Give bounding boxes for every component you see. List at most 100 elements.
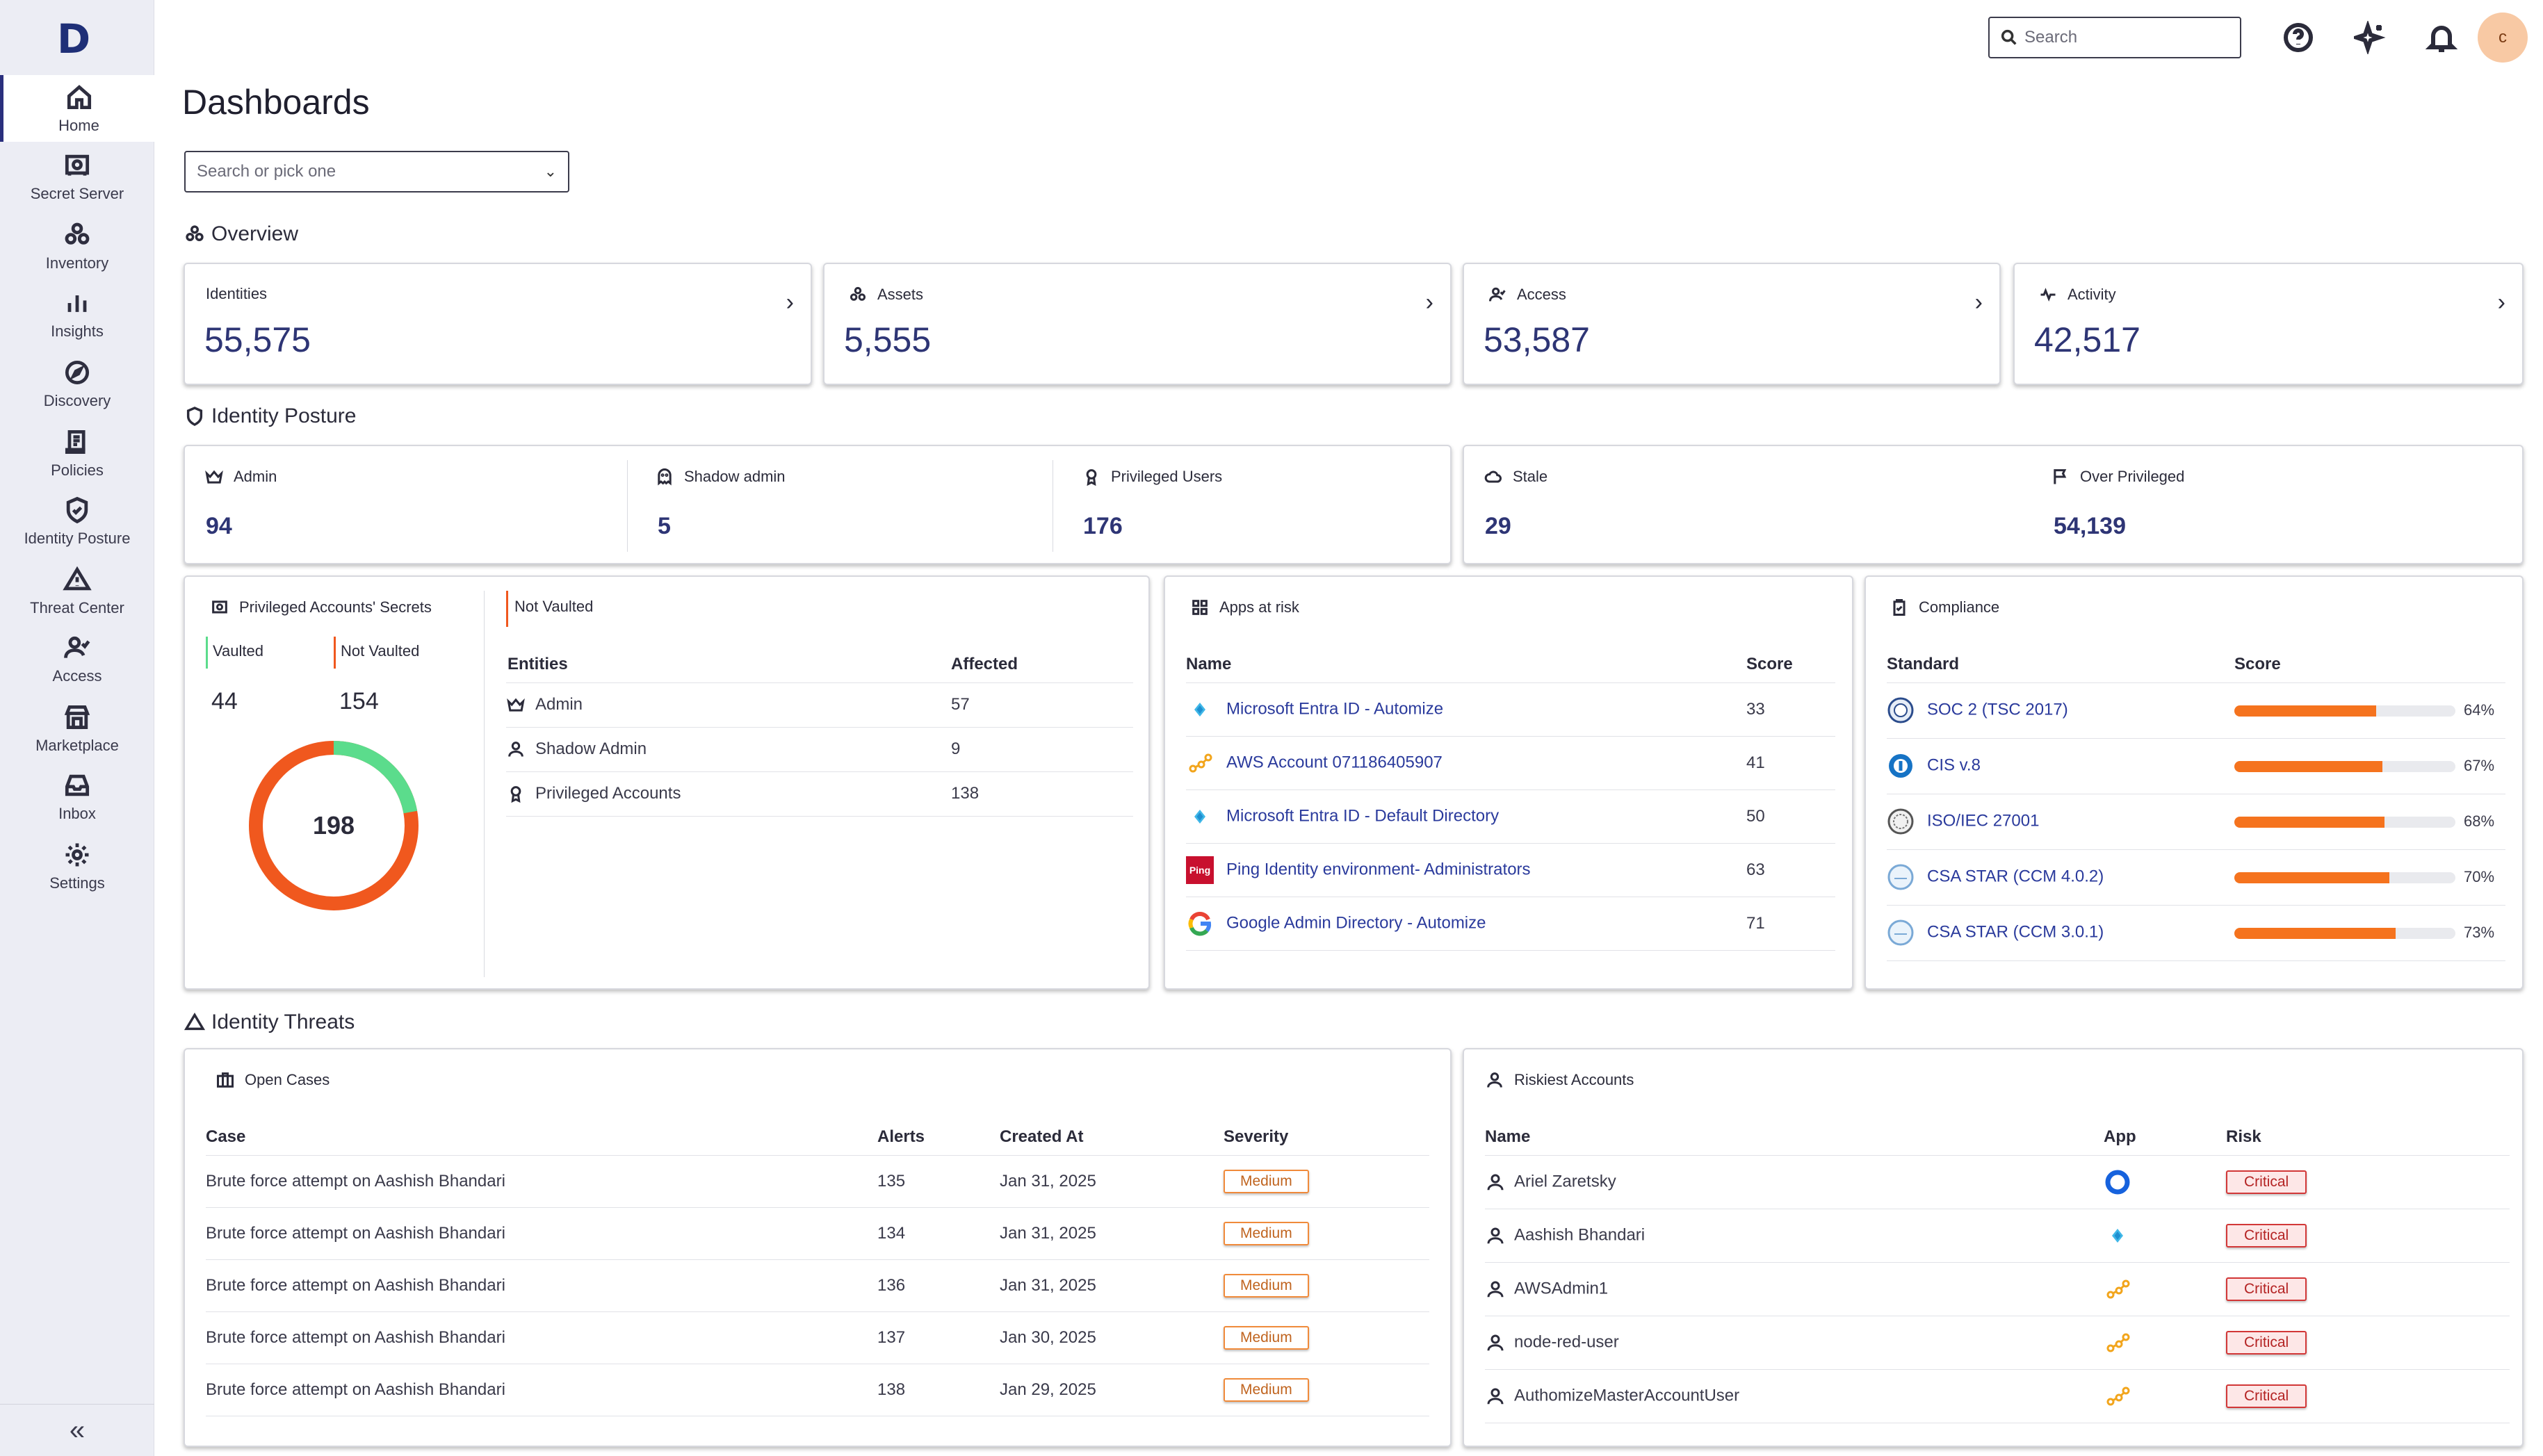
account-name[interactable]: node-red-user <box>1514 1332 1619 1351</box>
table-row[interactable]: Microsoft Entra ID - Default Directory 5… <box>1186 789 1835 843</box>
identities-card[interactable]: Identities › 55,575 <box>184 263 812 385</box>
table-row[interactable]: Brute force attempt on Aashish Bhandari 1… <box>206 1259 1429 1311</box>
account-name[interactable]: AuthomizeMasterAccountUser <box>1514 1385 1740 1405</box>
case-name[interactable]: Brute force attempt on Aashish Bhandari <box>206 1206 877 1259</box>
standard-name[interactable]: SOC 2 (TSC 2017) <box>1927 700 2068 719</box>
col-entities[interactable]: Entities <box>507 654 568 673</box>
help-icon[interactable] <box>2282 21 2315 54</box>
posture-label: Stale <box>1513 468 1548 485</box>
posture-over-privileged[interactable]: Over Privileged <box>2051 467 2184 486</box>
affected-count[interactable]: 57 <box>951 682 1133 727</box>
dashboard-picker[interactable]: Search or pick one ⌄ <box>184 151 569 193</box>
table-row[interactable]: Brute force attempt on Aashish Bhandari 1… <box>206 1363 1429 1416</box>
risk-badge: Critical <box>2226 1277 2307 1301</box>
standard-name[interactable]: CSA STAR (CCM 4.0.2) <box>1927 867 2104 886</box>
table-row[interactable]: CSA STAR (CCM 3.0.1) 73% <box>1887 904 2505 961</box>
nav-policies[interactable]: Policies <box>0 420 154 486</box>
table-row[interactable]: SOC 2 (TSC 2017) 64% <box>1887 682 2505 738</box>
col-app[interactable]: App <box>2104 1127 2136 1146</box>
table-row[interactable]: AuthomizeMasterAccountUser Critical <box>1485 1368 2510 1423</box>
nav-identity-posture[interactable]: Identity Posture <box>0 488 154 555</box>
nav-inventory[interactable]: Inventory <box>0 213 154 279</box>
not-vaulted-label[interactable]: Not Vaulted <box>341 642 420 660</box>
table-row[interactable]: Privileged Accounts 138 <box>506 771 1133 817</box>
col-score[interactable]: Score <box>2234 654 2281 673</box>
table-row[interactable]: AWSAdmin1 Critical <box>1485 1261 2510 1316</box>
posture-privileged-users[interactable]: Privileged Users <box>1082 467 1222 486</box>
col-score[interactable]: Score <box>1746 654 1793 673</box>
posture-shadow-admin[interactable]: Shadow admin <box>655 467 786 486</box>
account-name[interactable]: AWSAdmin1 <box>1514 1278 1609 1298</box>
app-name[interactable]: Ping Identity environment- Administrator… <box>1226 859 1531 878</box>
account-name[interactable]: Aashish Bhandari <box>1514 1225 1646 1244</box>
bell-icon[interactable] <box>2425 21 2458 54</box>
sparkle-icon[interactable] <box>2350 19 2387 56</box>
nav-secret-server[interactable]: Secret Server <box>0 143 154 210</box>
table-row[interactable]: Aashish Bhandari Critical <box>1485 1208 2510 1262</box>
activity-card[interactable]: Activity › 42,517 <box>2013 263 2524 385</box>
app-name[interactable]: AWS Account 071186405907 <box>1226 752 1443 771</box>
case-name[interactable]: Brute force attempt on Aashish Bhandari <box>206 1311 877 1364</box>
case-name[interactable]: Brute force attempt on Aashish Bhandari <box>206 1363 877 1416</box>
apps-at-risk-card: Apps at risk Name Score Microsoft Entra … <box>1164 575 1853 990</box>
threats-title: Identity Threats <box>211 1011 355 1033</box>
access-card[interactable]: Access › 53,587 <box>1463 263 2001 385</box>
nav-insights[interactable]: Insights <box>0 281 154 347</box>
affected-count[interactable]: 9 <box>951 726 1133 771</box>
col-created-at[interactable]: Created At <box>1000 1127 1084 1146</box>
table-row[interactable]: Admin 57 <box>506 682 1133 727</box>
nav-label: Identity Posture <box>24 530 131 547</box>
search-placeholder: Search <box>2024 28 2078 47</box>
app-name[interactable]: Microsoft Entra ID - Automize <box>1226 698 1444 718</box>
donut-vaulted-arc[interactable] <box>249 741 419 910</box>
nav-inbox[interactable]: Inbox <box>0 763 154 830</box>
nav-marketplace[interactable]: Marketplace <box>0 695 154 762</box>
assets-card[interactable]: Assets › 5,555 <box>823 263 1452 385</box>
col-case[interactable]: Case <box>206 1127 246 1146</box>
affected-count[interactable]: 138 <box>951 771 1133 817</box>
col-severity[interactable]: Severity <box>1224 1127 1289 1146</box>
table-row[interactable]: Brute force attempt on Aashish Bhandari 1… <box>206 1206 1429 1259</box>
cloud-icon <box>1484 471 1502 483</box>
app-logo[interactable]: D <box>57 15 91 63</box>
table-row[interactable]: Ariel Zaretsky Critical <box>1485 1154 2510 1209</box>
nav-discovery[interactable]: Discovery <box>0 350 154 417</box>
nav-threat-center[interactable]: Threat Center <box>0 557 154 624</box>
posture-stale[interactable]: Stale <box>1484 467 1547 486</box>
nav-home[interactable]: Home <box>0 75 154 142</box>
vaulted-label[interactable]: Vaulted <box>213 642 263 660</box>
col-alerts[interactable]: Alerts <box>877 1127 925 1146</box>
table-row[interactable]: Google Admin Directory - Automize 71 <box>1186 896 1835 951</box>
table-row[interactable]: node-red-user Critical <box>1485 1315 2510 1369</box>
table-row[interactable]: CSA STAR (CCM 4.0.2) 70% <box>1887 849 2505 905</box>
nav-access[interactable]: Access <box>0 625 154 692</box>
table-row[interactable]: Ping Ping Identity environment- Administr… <box>1186 842 1835 897</box>
col-affected[interactable]: Affected <box>951 654 1018 673</box>
secrets-donut-chart[interactable]: 198 <box>243 735 424 916</box>
col-name[interactable]: Name <box>1186 654 1232 673</box>
standard-name[interactable]: CIS v.8 <box>1927 755 1981 775</box>
app-name[interactable]: Google Admin Directory - Automize <box>1226 913 1486 932</box>
col-standard[interactable]: Standard <box>1887 654 1960 673</box>
table-row[interactable]: Brute force attempt on Aashish Bhandari 1… <box>206 1311 1429 1364</box>
case-name[interactable]: Brute force attempt on Aashish Bhandari <box>206 1154 877 1207</box>
table-row[interactable]: AWS Account 071186405907 41 <box>1186 735 1835 790</box>
collapse-sidebar-button[interactable]: « <box>0 1404 154 1456</box>
global-search-input[interactable]: Search <box>1988 17 2241 58</box>
table-row[interactable]: ISO/IEC 27001 68% <box>1887 793 2505 849</box>
nav-settings[interactable]: Settings <box>0 833 154 899</box>
user-avatar[interactable]: c <box>2478 13 2528 63</box>
table-row[interactable]: Shadow Admin 9 <box>506 726 1133 771</box>
table-row[interactable]: CIS v.8 67% <box>1887 737 2505 794</box>
standard-name[interactable]: CSA STAR (CCM 3.0.1) <box>1927 922 2104 942</box>
case-name[interactable]: Brute force attempt on Aashish Bhandari <box>206 1259 877 1311</box>
col-name[interactable]: Name <box>1485 1127 1531 1146</box>
table-row[interactable]: Brute force attempt on Aashish Bhandari 1… <box>206 1154 1429 1207</box>
standard-name[interactable]: ISO/IEC 27001 <box>1927 811 2040 831</box>
table-row[interactable]: Microsoft Entra ID - Automize 33 <box>1186 682 1835 736</box>
account-name[interactable]: Ariel Zaretsky <box>1514 1171 1616 1191</box>
col-risk[interactable]: Risk <box>2226 1127 2261 1146</box>
access-count: 53,587 <box>1484 320 1590 359</box>
posture-admin[interactable]: Admin <box>204 467 277 486</box>
app-name[interactable]: Microsoft Entra ID - Default Directory <box>1226 805 1500 825</box>
